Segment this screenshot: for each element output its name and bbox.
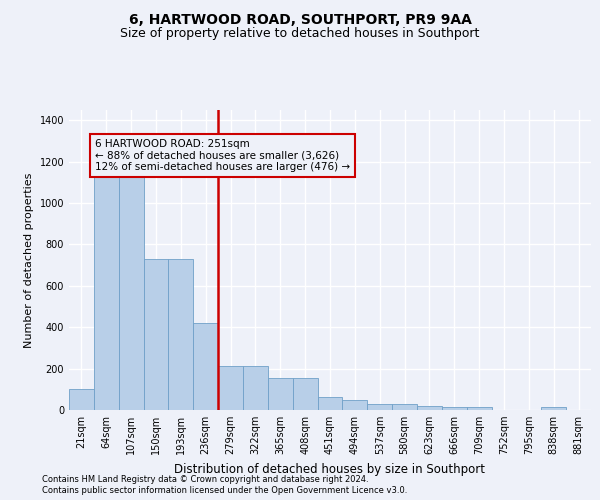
Bar bbox=[94, 172, 119, 410]
Bar bbox=[243, 366, 268, 410]
Bar bbox=[69, 390, 94, 410]
Text: Contains HM Land Registry data © Crown copyright and database right 2024.: Contains HM Land Registry data © Crown c… bbox=[42, 475, 368, 484]
Y-axis label: Number of detached properties: Number of detached properties bbox=[24, 172, 34, 348]
Bar bbox=[467, 407, 491, 410]
Bar bbox=[169, 259, 193, 410]
X-axis label: Distribution of detached houses by size in Southport: Distribution of detached houses by size … bbox=[175, 462, 485, 475]
Bar bbox=[392, 404, 417, 410]
Bar bbox=[317, 396, 343, 410]
Bar bbox=[417, 406, 442, 410]
Bar bbox=[343, 400, 367, 410]
Bar bbox=[218, 366, 243, 410]
Text: Size of property relative to detached houses in Southport: Size of property relative to detached ho… bbox=[121, 28, 479, 40]
Bar bbox=[268, 378, 293, 410]
Bar bbox=[541, 407, 566, 410]
Bar bbox=[293, 378, 317, 410]
Bar bbox=[119, 172, 143, 410]
Text: 6, HARTWOOD ROAD, SOUTHPORT, PR9 9AA: 6, HARTWOOD ROAD, SOUTHPORT, PR9 9AA bbox=[128, 12, 472, 26]
Bar bbox=[442, 407, 467, 410]
Text: Contains public sector information licensed under the Open Government Licence v3: Contains public sector information licen… bbox=[42, 486, 407, 495]
Bar bbox=[143, 259, 169, 410]
Bar bbox=[193, 323, 218, 410]
Text: 6 HARTWOOD ROAD: 251sqm
← 88% of detached houses are smaller (3,626)
12% of semi: 6 HARTWOOD ROAD: 251sqm ← 88% of detache… bbox=[95, 139, 350, 172]
Bar bbox=[367, 404, 392, 410]
